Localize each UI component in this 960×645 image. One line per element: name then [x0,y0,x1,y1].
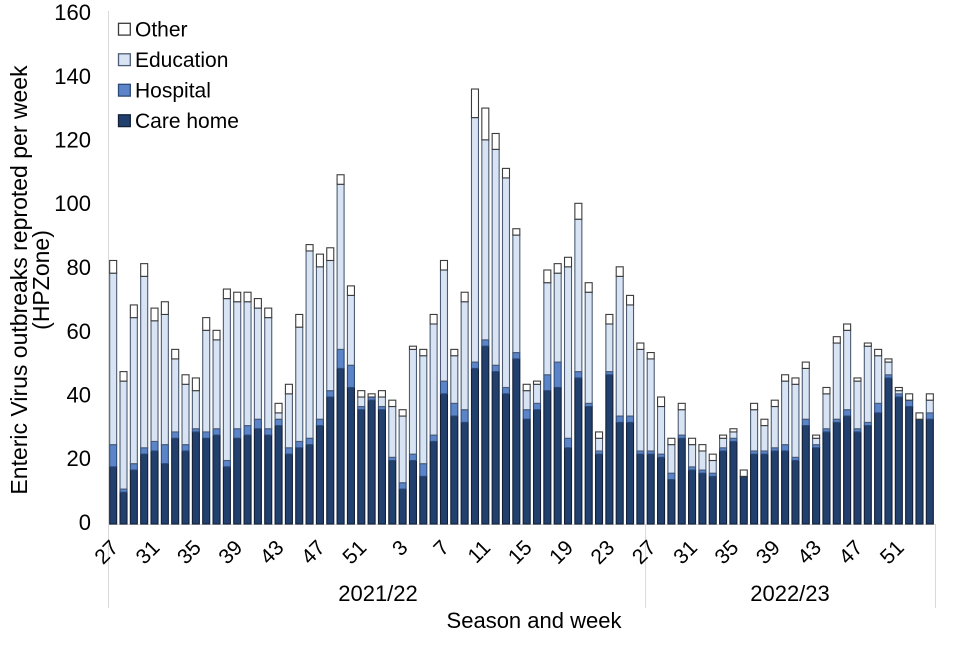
svg-text:Care home: Care home [135,110,239,133]
svg-text:140: 140 [54,64,91,89]
svg-text:(HPZone): (HPZone) [28,230,54,330]
svg-text:Enteric Virus outbreaks reprot: Enteric Virus outbreaks reproted per wee… [6,65,32,495]
svg-text:40: 40 [67,383,91,408]
svg-text:2022/23: 2022/23 [750,581,830,606]
svg-text:20: 20 [67,446,91,471]
svg-text:160: 160 [54,0,91,25]
svg-text:Education: Education [135,49,228,72]
svg-text:80: 80 [67,255,91,280]
svg-text:120: 120 [54,128,91,153]
svg-text:0: 0 [79,510,91,535]
svg-text:2021/22: 2021/22 [338,581,418,606]
svg-text:60: 60 [67,319,91,344]
svg-text:Other: Other [135,19,188,42]
svg-text:Hospital: Hospital [135,80,211,103]
svg-text:Season and week: Season and week [447,608,623,633]
svg-text:100: 100 [54,191,91,216]
